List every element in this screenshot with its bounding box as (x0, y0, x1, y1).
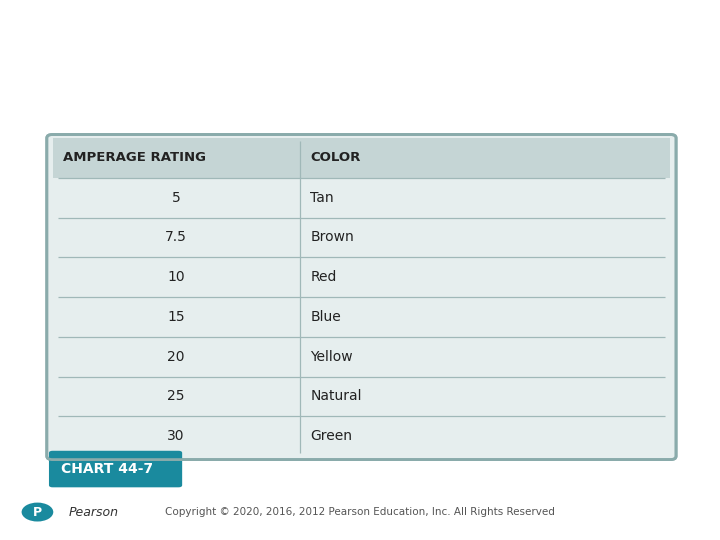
Text: 5: 5 (172, 191, 181, 205)
Text: CHART 44-7: CHART 44-7 (61, 462, 153, 476)
Text: AMPERAGE RATING: AMPERAGE RATING (63, 151, 207, 164)
Text: Chart 44-7 Mini fuse amperage rating and colors.: Chart 44-7 Mini fuse amperage rating and… (16, 55, 673, 79)
FancyBboxPatch shape (49, 451, 182, 487)
Text: Blue: Blue (310, 310, 341, 324)
Text: 15: 15 (167, 310, 185, 324)
Text: 20: 20 (167, 350, 185, 364)
Text: 10: 10 (167, 270, 185, 284)
Text: 7.5: 7.5 (165, 231, 187, 245)
Text: 30: 30 (167, 429, 185, 443)
Text: Green: Green (310, 429, 353, 443)
Circle shape (22, 503, 53, 522)
Text: Yellow: Yellow (310, 350, 353, 364)
Text: COLOR: COLOR (310, 151, 361, 164)
Text: P: P (33, 505, 42, 518)
Text: Red: Red (310, 270, 337, 284)
Text: Copyright © 2020, 2016, 2012 Pearson Education, Inc. All Rights Reserved: Copyright © 2020, 2016, 2012 Pearson Edu… (165, 507, 555, 517)
Text: Natural: Natural (310, 389, 362, 403)
Text: Brown: Brown (310, 231, 354, 245)
FancyBboxPatch shape (47, 134, 676, 460)
Text: 25: 25 (167, 389, 185, 403)
Bar (53, 138, 670, 178)
Text: Pearson: Pearson (68, 505, 118, 518)
Text: Tan: Tan (310, 191, 334, 205)
